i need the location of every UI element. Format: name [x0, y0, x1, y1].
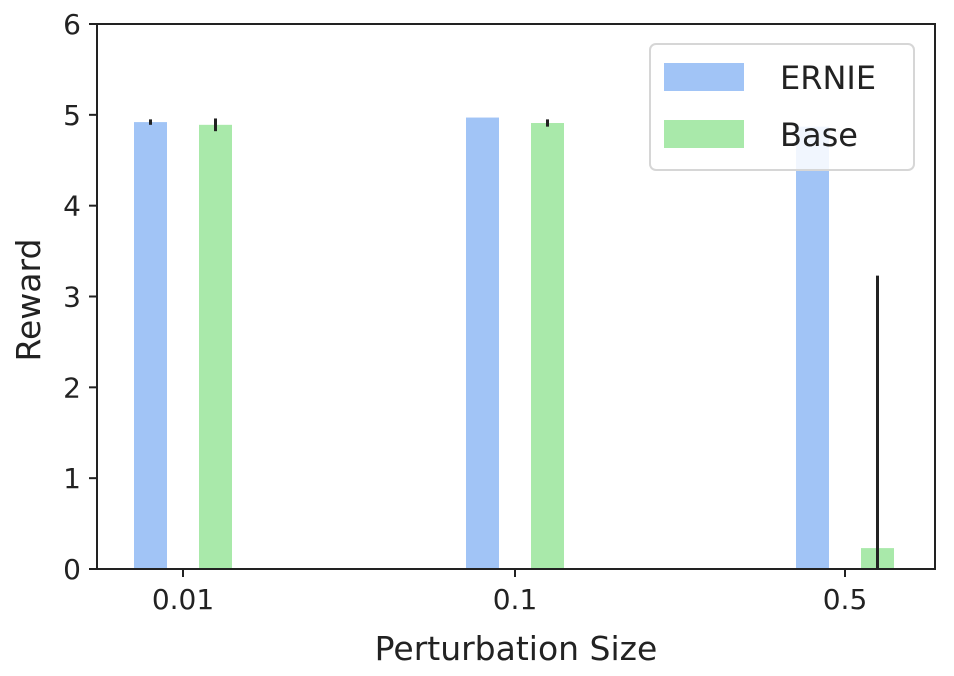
- error-bars-group: [149, 118, 879, 569]
- y-tick-label: 4: [63, 190, 81, 223]
- bar-base-0_1: [531, 123, 564, 569]
- x-tick-label: 0.5: [823, 583, 868, 616]
- x-tick-label: 0.01: [152, 583, 214, 616]
- y-axis-label: Reward: [9, 239, 48, 362]
- legend: ERNIE Base: [649, 43, 915, 171]
- y-tick-label: 5: [63, 99, 81, 132]
- y-tick-label: 6: [63, 8, 81, 41]
- x-tick-label: 0.1: [493, 583, 538, 616]
- x-axis-label: Perturbation Size: [375, 629, 658, 668]
- bar-ernie-0_01: [134, 122, 167, 569]
- legend-swatch-base: [664, 120, 744, 148]
- bar-base-0_01: [199, 124, 232, 569]
- y-tick-label: 3: [63, 281, 81, 314]
- y-tick-label: 0: [63, 553, 81, 586]
- legend-label-base: Base: [780, 116, 858, 154]
- bars-group: [134, 117, 894, 570]
- legend-label-ernie: ERNIE: [780, 59, 876, 97]
- y-tick-label: 1: [63, 462, 81, 495]
- legend-swatch-ernie: [664, 63, 744, 91]
- bar-ernie-0_1: [466, 117, 499, 569]
- bar-ernie-0_5: [796, 126, 829, 570]
- y-axis-ticks: 0 1 2 3 4 5 6: [63, 8, 97, 586]
- y-tick-label: 2: [63, 371, 81, 404]
- x-axis-ticks: 0.01 0.1 0.5: [152, 569, 867, 616]
